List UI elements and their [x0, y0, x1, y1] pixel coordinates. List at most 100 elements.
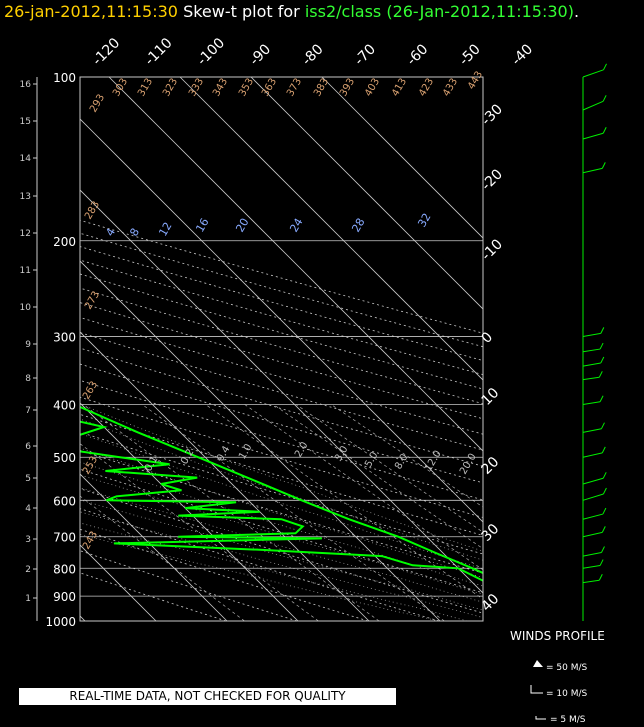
theta-label: 323 — [161, 76, 180, 98]
theta-label: 313 — [136, 76, 155, 98]
theta-label: 433 — [441, 76, 460, 98]
pressure-label: 800 — [53, 562, 76, 576]
mixing-ratio-line — [80, 443, 319, 621]
mixing-ratio-label: 20 — [233, 216, 251, 235]
mixing-ratio-line — [331, 404, 483, 508]
wind-barb-feather — [599, 342, 604, 350]
theta-label: 283 — [83, 199, 102, 221]
height-label: 15 — [20, 117, 31, 127]
top-temp-label: -90 — [247, 41, 274, 68]
isotherm — [80, 331, 370, 621]
pressure-label: 600 — [53, 494, 76, 508]
wind-barb-feather — [601, 546, 605, 553]
wind-barb — [582, 552, 602, 557]
height-label: 7 — [25, 406, 31, 416]
wind-barb — [582, 531, 603, 538]
top-temp-label: -70 — [352, 41, 379, 68]
wind-barb-feather — [601, 422, 605, 429]
theta-label: 263 — [81, 379, 100, 401]
theta-label: 423 — [417, 76, 436, 98]
title-text: Skew-t plot for — [183, 2, 300, 21]
theta-label: 273 — [83, 289, 102, 311]
mixing-ratio-line — [273, 404, 483, 550]
wind-barb — [582, 332, 601, 338]
theta-label: 253 — [81, 454, 100, 476]
wind-barb — [582, 69, 604, 78]
wind-barb-feather — [602, 472, 607, 479]
height-label: 12 — [20, 229, 31, 239]
wind-barb — [582, 428, 602, 433]
temperature-trace — [80, 405, 483, 575]
dry-adiabat — [80, 550, 298, 621]
wind-barb — [582, 401, 601, 406]
isotherm — [0, 77, 14, 621]
theta-label: 243 — [81, 529, 100, 551]
wind-barb — [582, 167, 603, 174]
moist-adiabat — [80, 487, 483, 603]
height-label: 9 — [25, 340, 31, 350]
wind-barb-feather — [602, 95, 607, 102]
mixing-ratio-label: 28 — [349, 216, 367, 235]
plot-frame — [79, 76, 484, 622]
right-temp-label: 40 — [479, 591, 503, 615]
dry-adiabat — [80, 287, 483, 405]
pressure-label: 400 — [53, 399, 76, 413]
theta-label: 413 — [390, 76, 409, 98]
mixing-ratio-label: 4 — [103, 226, 118, 239]
dry-adiabat — [80, 488, 483, 614]
moist-adiabat — [80, 499, 483, 611]
legend-10-barb — [530, 685, 543, 694]
mixing-ratio-label: 12 — [156, 220, 174, 239]
dry-adiabat — [80, 431, 483, 555]
title-source: iss2/class (26-Jan-2012,11:15:30) — [304, 2, 574, 21]
thetae-label: 3.0 — [333, 444, 350, 463]
wind-barb — [582, 579, 600, 584]
pressure-label: 700 — [53, 531, 76, 545]
plot-area — [0, 77, 483, 621]
right-temp-label: 30 — [479, 521, 503, 545]
top-temp-label: -50 — [456, 41, 483, 68]
height-label: 16 — [20, 80, 32, 90]
wind-barb-feather — [602, 127, 607, 134]
thetae-label: 2.0 — [293, 440, 310, 459]
height-label: 11 — [20, 266, 31, 276]
wind-barb-feather — [600, 327, 605, 334]
legend-50-barb — [533, 660, 543, 667]
wind-barb-feather — [598, 574, 603, 581]
isotherm — [80, 260, 441, 621]
height-label: 6 — [25, 442, 31, 452]
height-label: 2 — [25, 565, 31, 575]
thetae-label: 8.0 — [393, 452, 410, 471]
wind-barb — [582, 565, 601, 569]
pressure-label: 100 — [53, 71, 76, 85]
right-temp-label: 10 — [479, 385, 503, 409]
isotherm — [179, 77, 483, 381]
wind-barb — [582, 477, 604, 485]
wind-barb — [582, 100, 604, 111]
top-temp-label: -60 — [404, 41, 431, 68]
wind-barb — [582, 493, 604, 501]
wind-barb-feather — [602, 507, 607, 515]
top-temp-label: -100 — [194, 35, 228, 69]
theta-label: 393 — [338, 76, 357, 98]
height-label: 8 — [25, 374, 31, 384]
thetae-label: 1.0 — [237, 442, 254, 461]
height-label: 13 — [20, 192, 31, 202]
isotherm — [321, 77, 483, 239]
mixing-ratio-label: 8 — [127, 226, 142, 239]
height-label: 5 — [25, 474, 31, 484]
top-temp-label: -40 — [509, 41, 536, 68]
pressure-label: 1000 — [45, 615, 76, 629]
height-label: 14 — [20, 154, 32, 164]
theta-label: 383 — [312, 76, 331, 98]
top-temp-label: -110 — [142, 35, 176, 69]
wind-barb — [582, 452, 603, 458]
chart-title: 26-jan-2012,11:15:30 Skew-t plot for iss… — [4, 2, 579, 21]
wind-barb-feather — [598, 371, 603, 378]
dewpoint-trace — [80, 420, 483, 582]
wind-barb-feather — [600, 356, 605, 364]
right-temp-label: 0 — [479, 329, 497, 347]
legend-50-text: = 50 M/S — [546, 663, 588, 673]
wind-barb-feather — [602, 487, 607, 495]
